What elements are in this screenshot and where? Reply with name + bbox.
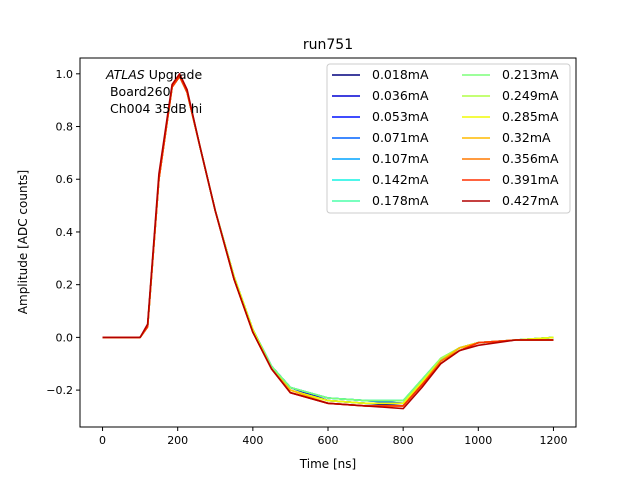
legend-label: 0.071mA <box>372 130 429 145</box>
legend-label: 0.427mA <box>502 193 559 208</box>
y-tick-label: 0.6 <box>56 173 74 186</box>
atlas-annotation: ATLAS Upgrade Board260 Ch004 35dB hi <box>105 67 202 116</box>
legend-label: 0.249mA <box>502 88 559 103</box>
x-tick-label: 200 <box>167 434 188 447</box>
legend-label: 0.107mA <box>372 151 429 166</box>
x-tick-label: 1200 <box>539 434 567 447</box>
y-tick-label: 0.0 <box>56 331 74 344</box>
legend-label: 0.285mA <box>502 109 559 124</box>
y-axis: −0.2 0.0 0.2 0.4 0.6 0.8 1.0 <box>46 68 80 397</box>
y-tick-label: −0.2 <box>46 384 73 397</box>
legend-frame <box>326 63 571 214</box>
x-tick-label: 400 <box>242 434 263 447</box>
x-tick-label: 600 <box>318 434 339 447</box>
chart-title: run751 <box>303 37 353 53</box>
legend-label: 0.036mA <box>372 88 429 103</box>
legend-label: 0.213mA <box>502 67 559 82</box>
legend-label: 0.356mA <box>502 151 559 166</box>
annotation-line-3: Ch004 35dB hi <box>106 101 202 116</box>
annotation-upgrade: Upgrade <box>145 67 203 82</box>
legend: 0.018mA 0.036mA 0.053mA 0.071mA 0.107mA 0.142… <box>326 63 571 214</box>
legend-label: 0.142mA <box>372 172 429 187</box>
legend-label: 0.32mA <box>502 130 551 145</box>
series-layer <box>102 73 554 410</box>
annotation-line-2: Board260 <box>106 84 171 99</box>
x-tick-label: 800 <box>393 434 414 447</box>
x-tick-label: 1000 <box>464 434 492 447</box>
y-tick-label: 0.4 <box>56 226 74 239</box>
series-line-13 <box>102 73 554 410</box>
annotation-atlas: ATLAS <box>105 67 145 82</box>
x-axis-label: Time [ns] <box>299 457 356 471</box>
legend-label: 0.053mA <box>372 109 429 124</box>
y-tick-label: 1.0 <box>56 68 74 81</box>
y-axis-label: Amplitude [ADC counts] <box>16 170 30 314</box>
y-tick-label: 0.8 <box>56 121 74 134</box>
x-axis: 0 200 400 600 800 1000 1200 <box>99 427 567 447</box>
x-tick-label: 0 <box>99 434 106 447</box>
legend-label: 0.018mA <box>372 67 429 82</box>
annotation-line-1: ATLAS Upgrade <box>105 67 202 82</box>
y-tick-label: 0.2 <box>56 279 74 292</box>
legend-label: 0.178mA <box>372 193 429 208</box>
legend-label: 0.391mA <box>502 172 559 187</box>
